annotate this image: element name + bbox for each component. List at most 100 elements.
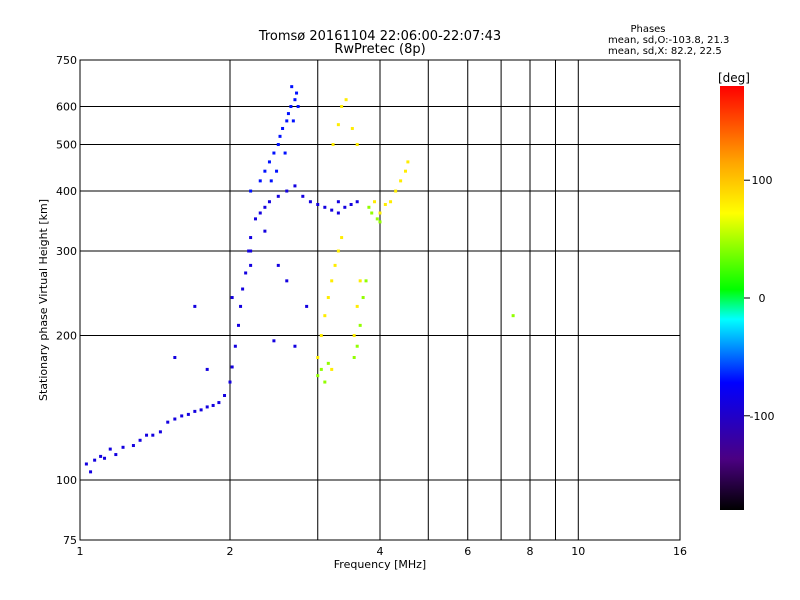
data-point xyxy=(319,334,323,338)
data-point xyxy=(375,217,379,221)
data-point xyxy=(295,91,299,95)
x-tick-label: 10 xyxy=(571,545,585,558)
data-point xyxy=(336,211,340,215)
y-axis-label: Stationary phase Virtual Height [km] xyxy=(37,199,50,401)
data-point xyxy=(103,456,107,460)
x-tick-label: 1 xyxy=(77,545,84,558)
data-point xyxy=(378,211,382,215)
data-point xyxy=(316,374,320,378)
data-point xyxy=(269,179,273,183)
data-point xyxy=(355,344,359,348)
colorbar-ticks: 100 0 -100 xyxy=(744,174,774,423)
data-point xyxy=(205,367,209,371)
data-point xyxy=(367,205,371,209)
data-point xyxy=(193,304,197,308)
phase-stats-x: mean, sd,X: 82.2, 22.5 xyxy=(608,46,722,57)
colorbar-tick-label: 100 xyxy=(752,174,773,187)
data-point xyxy=(340,236,344,240)
x-tick-label: 2 xyxy=(227,545,234,558)
data-point xyxy=(247,249,251,253)
data-point xyxy=(349,202,353,206)
data-point xyxy=(151,433,155,437)
data-point xyxy=(291,119,295,123)
data-point xyxy=(275,169,279,173)
data-point xyxy=(511,314,515,318)
data-point xyxy=(217,401,221,405)
data-point xyxy=(258,211,262,215)
data-point xyxy=(253,217,257,221)
phase-stats-heading: Phases xyxy=(630,24,665,35)
data-point xyxy=(199,408,203,412)
data-point xyxy=(364,279,368,283)
data-point xyxy=(358,323,362,327)
data-point xyxy=(340,105,344,109)
data-point xyxy=(145,433,149,437)
data-point xyxy=(293,98,297,102)
data-point xyxy=(276,143,280,147)
data-point xyxy=(285,279,289,283)
data-point xyxy=(336,249,340,253)
data-point xyxy=(108,447,112,451)
x-axis: 1 2 4 6 8 10 16 xyxy=(77,545,688,558)
data-point xyxy=(323,380,327,384)
data-point xyxy=(323,205,327,209)
colorbar xyxy=(720,86,744,510)
data-point xyxy=(267,200,271,204)
data-point xyxy=(114,453,118,457)
y-tick-label: 300 xyxy=(56,245,77,258)
data-point xyxy=(249,263,253,267)
data-point xyxy=(316,202,320,206)
data-point xyxy=(308,200,312,204)
data-point xyxy=(121,445,125,449)
data-point xyxy=(316,355,320,359)
data-point xyxy=(272,339,276,343)
data-point xyxy=(343,205,347,209)
data-point xyxy=(319,367,323,371)
y-tick-label: 100 xyxy=(56,474,77,487)
data-point xyxy=(131,444,135,448)
data-point xyxy=(336,123,340,127)
y-tick-label: 750 xyxy=(56,54,77,67)
data-point xyxy=(283,151,287,155)
data-point xyxy=(236,323,240,327)
grid-lines xyxy=(80,60,681,540)
colorbar-tick-label: 0 xyxy=(759,292,766,305)
x-tick-label: 6 xyxy=(464,545,471,558)
data-point xyxy=(230,365,234,369)
y-tick-label: 600 xyxy=(56,101,77,114)
data-point xyxy=(301,194,305,198)
data-point xyxy=(173,417,177,421)
data-point xyxy=(394,189,398,193)
data-point xyxy=(239,304,243,308)
data-point xyxy=(350,126,354,130)
colorbar-label: [deg] xyxy=(718,71,750,85)
chart-subtitle: RwPretec (8p) xyxy=(334,42,425,57)
data-point xyxy=(326,361,330,365)
y-axis: 75 100 200 300 400 500 600 750 xyxy=(56,54,77,547)
data-point xyxy=(278,134,282,138)
data-point xyxy=(403,169,407,173)
data-point xyxy=(272,151,276,155)
data-point xyxy=(330,367,334,371)
data-point xyxy=(193,409,197,413)
data-points xyxy=(84,85,515,474)
data-point xyxy=(228,380,232,384)
data-point xyxy=(305,304,309,308)
data-point xyxy=(330,279,334,283)
data-point xyxy=(355,304,359,308)
data-point xyxy=(285,119,289,123)
data-point xyxy=(244,271,248,275)
data-point xyxy=(293,184,297,188)
data-point xyxy=(205,405,209,409)
data-point xyxy=(276,194,280,198)
data-point xyxy=(352,355,356,359)
data-point xyxy=(378,220,382,224)
data-point xyxy=(326,296,330,300)
data-point xyxy=(84,462,88,466)
chart-title: Tromsø 20161104 22:06:00-22:07:43 xyxy=(258,29,501,44)
y-tick-label: 500 xyxy=(56,139,77,152)
data-point xyxy=(180,414,184,418)
x-axis-label: Frequency [MHz] xyxy=(334,558,426,571)
data-point xyxy=(138,438,142,442)
x-tick-label: 4 xyxy=(377,545,384,558)
